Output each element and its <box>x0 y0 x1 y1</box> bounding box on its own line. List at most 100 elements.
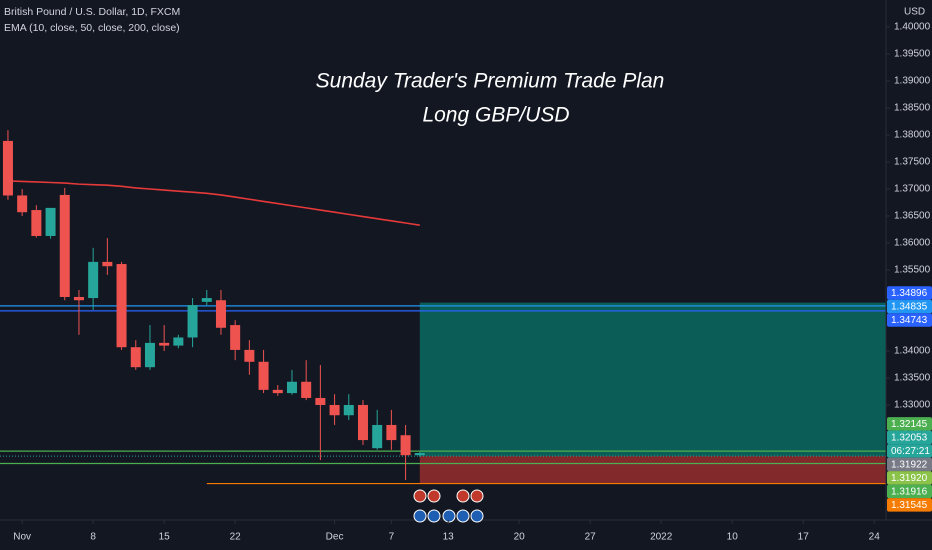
candle-body <box>215 300 226 328</box>
x-tick-label: 10 <box>727 532 739 543</box>
event-icon <box>470 489 484 503</box>
y-tick-label: 1.36500 <box>894 211 931 222</box>
ema-line <box>7 180 420 226</box>
candle-body <box>159 342 170 346</box>
y-tick-label: 1.38000 <box>894 130 931 141</box>
price-label: 1.31920 <box>891 473 928 484</box>
x-tick-label: 13 <box>443 532 455 543</box>
levels <box>0 180 886 485</box>
candle-body <box>329 404 340 416</box>
y-tick-label: 1.39500 <box>894 49 931 60</box>
price-label-bg <box>887 444 932 458</box>
price-label-bg <box>887 286 932 300</box>
price-label-bg <box>887 484 932 499</box>
price-label: 1.34835 <box>891 302 928 313</box>
event-icon <box>456 489 470 503</box>
candle-body <box>372 424 383 449</box>
candle-body <box>343 404 354 416</box>
event-icon <box>427 489 441 503</box>
candle-body <box>17 195 28 213</box>
x-tick-label: 20 <box>514 532 526 543</box>
x-tick-label: 7 <box>389 532 395 543</box>
candles <box>2 130 425 481</box>
y-tick-label: 1.39000 <box>894 76 931 87</box>
event-icon <box>427 509 441 523</box>
price-label-bg <box>887 457 932 472</box>
price-label: 1.31916 <box>891 486 928 497</box>
indicator-header: EMA (10, close, 50, close, 200, close) <box>4 22 180 34</box>
price-label: 06:27:21 <box>891 446 930 457</box>
candle-body <box>230 325 241 350</box>
event-icon <box>442 509 456 523</box>
price-label: 1.31545 <box>891 500 928 511</box>
candle-body <box>45 207 56 236</box>
y-tick-label: 1.40000 <box>894 22 931 33</box>
y-tick-label: 1.37500 <box>894 157 931 168</box>
event-icon <box>456 509 470 523</box>
price-label-bg <box>887 471 932 485</box>
event-icon <box>470 509 484 523</box>
candle-body <box>187 305 198 338</box>
candle-body <box>301 381 312 398</box>
price-label: 1.32053 <box>891 433 928 444</box>
symbol-header: British Pound / U.S. Dollar, 1D, FXCM <box>4 6 180 18</box>
price-label: 1.34896 <box>891 288 928 299</box>
x-tick-label: 27 <box>585 532 597 543</box>
x-tick-label: Dec <box>326 532 344 543</box>
price-label: 1.32145 <box>891 419 928 430</box>
candle-body <box>315 397 326 405</box>
candle-body <box>116 264 127 348</box>
candle-body <box>357 404 368 441</box>
price-axis: 1.40000 1.39500 1.39000 1.38500 1.38000 1.375… <box>13 22 932 543</box>
candle-body <box>73 296 84 301</box>
candle-body <box>102 261 113 267</box>
candle-body <box>31 210 42 236</box>
currency: USD <box>904 7 925 18</box>
candle-body <box>386 424 397 441</box>
candle-body <box>173 337 184 346</box>
candle-body <box>144 342 155 368</box>
candle-body <box>258 361 269 390</box>
x-tick-label: 17 <box>798 532 810 543</box>
candle-body <box>400 435 411 456</box>
trade-plan <box>419 302 886 484</box>
x-tick-label: 8 <box>90 532 96 543</box>
y-tick-label: 1.34000 <box>894 346 931 357</box>
loss-zone <box>419 456 886 484</box>
price-label-bg <box>887 313 932 327</box>
candle-body <box>2 140 13 196</box>
profit-zone <box>419 302 886 457</box>
x-tick-label: 22 <box>230 532 242 543</box>
event-icon <box>413 489 427 503</box>
price-label-bg <box>887 498 932 512</box>
x-tick-label: Nov <box>13 532 31 543</box>
candle-body <box>272 389 283 394</box>
y-tick-label: 1.33000 <box>894 400 931 411</box>
chart-subtitle: Long GBP/USD <box>422 104 569 127</box>
x-tick-label: 15 <box>159 532 171 543</box>
price-label-bg <box>887 417 932 431</box>
y-tick-label: 1.36000 <box>894 238 931 249</box>
y-tick-label: 1.37000 <box>894 184 931 195</box>
y-tick-label: 1.38500 <box>894 103 931 114</box>
x-tick-label: 2022 <box>650 532 673 543</box>
price-label: 1.34743 <box>891 315 928 326</box>
x-tick-label: 24 <box>869 532 881 543</box>
candle-body <box>88 261 99 299</box>
y-tick-label: 1.33500 <box>894 373 931 384</box>
candle-body <box>201 298 212 302</box>
candle-body <box>244 349 255 362</box>
chart-title: Sunday Trader's Premium Trade Plan <box>316 70 665 93</box>
price-label-bg <box>887 430 932 445</box>
price-label: 1.31922 <box>891 459 928 470</box>
candle-body <box>286 381 297 394</box>
candle-body <box>414 453 425 456</box>
price-label-bg <box>887 299 932 314</box>
candle-body <box>130 347 141 368</box>
candle-body <box>59 194 70 297</box>
event-icon <box>413 509 427 523</box>
y-tick-label: 1.35500 <box>894 265 931 276</box>
event-icons <box>413 489 484 523</box>
